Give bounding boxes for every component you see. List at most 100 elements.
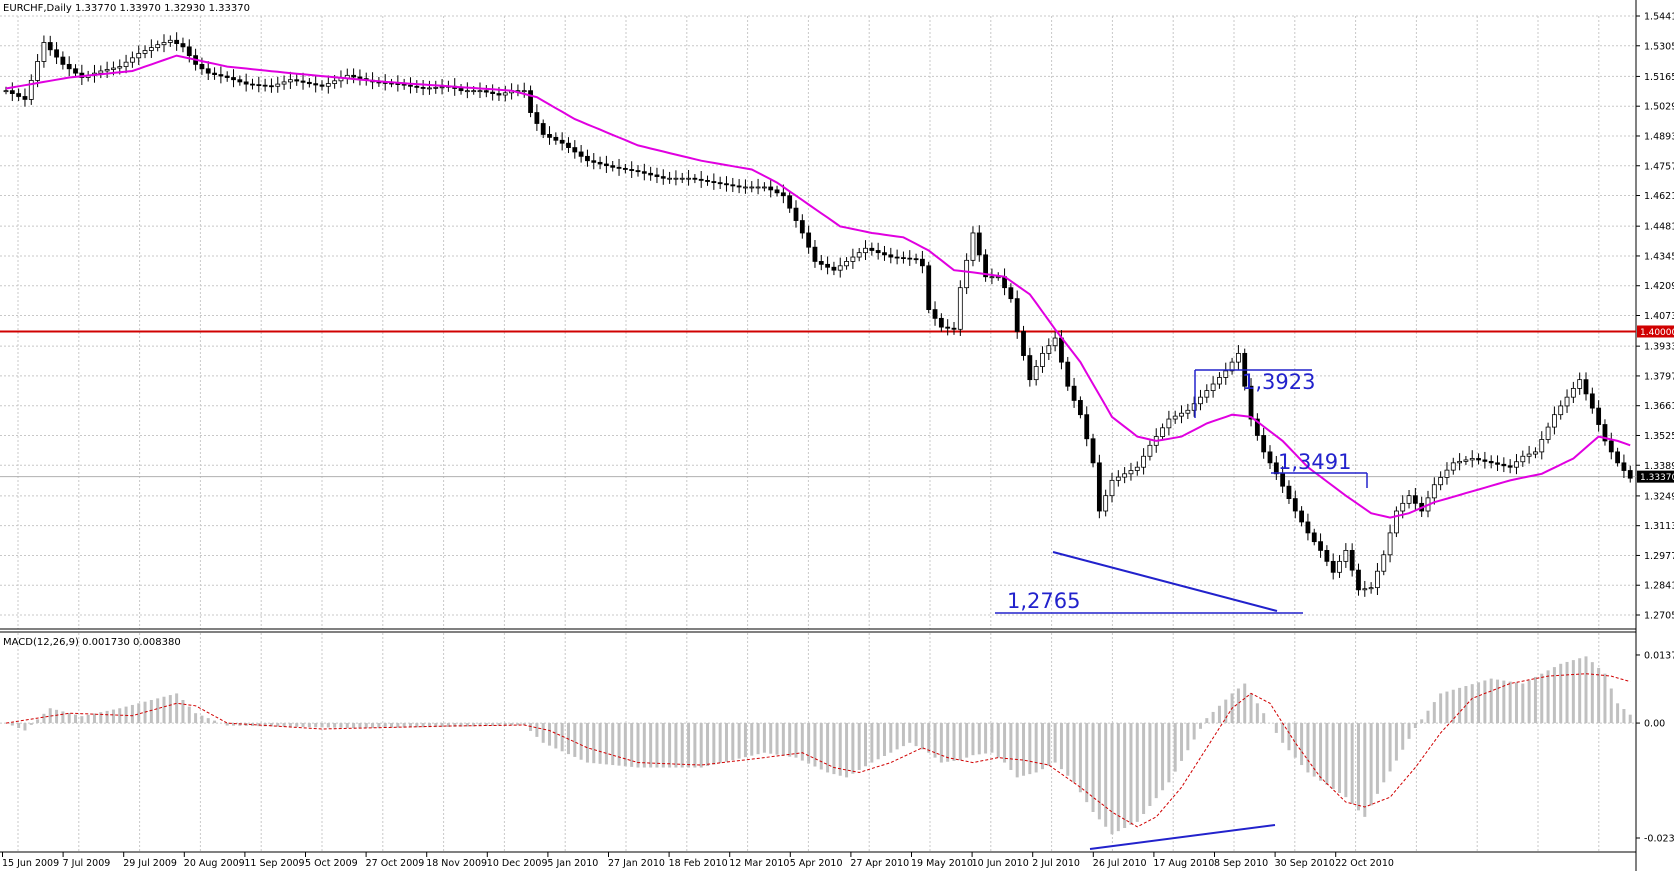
candle-body: [287, 79, 293, 83]
candle-body: [1356, 569, 1361, 591]
candle-body: [1248, 385, 1254, 420]
candle-body: [1299, 510, 1304, 523]
candle-body: [1495, 462, 1500, 465]
candle-body: [281, 81, 287, 85]
candle-body: [1166, 418, 1172, 429]
candle-body: [458, 88, 464, 92]
candle-body: [1217, 377, 1222, 385]
candlestick-series: [3, 32, 1633, 597]
time-tick-label: 27 Oct 2009: [366, 858, 425, 869]
candle-body: [875, 250, 881, 254]
candle-body: [212, 72, 217, 76]
candle-body: [1096, 462, 1102, 512]
candle-body: [793, 207, 799, 221]
macd-axis[interactable]: 0.013786 0.00 -0.02327: [1636, 650, 1674, 845]
level-price-tag[interactable]: [1637, 325, 1674, 338]
candle-body: [1141, 455, 1146, 468]
candle-body: [60, 56, 66, 65]
symbol-header: EURCHF,Daily 1.33770 1.33970 1.32930 1.3…: [3, 3, 250, 14]
candle-body: [496, 93, 502, 96]
candle-body: [957, 287, 963, 330]
candle-body: [616, 166, 622, 169]
candle-body: [351, 74, 357, 78]
candle-body: [471, 90, 477, 93]
price-divergence-trendline[interactable]: [1052, 551, 1278, 612]
candle-body: [9, 90, 15, 94]
candle-body: [604, 163, 609, 167]
candle-body: [1533, 451, 1538, 455]
candle-body: [1254, 418, 1260, 436]
candle-body: [1071, 385, 1077, 401]
time-axis[interactable]: 15 Jun 2009 7 Jul 2009 29 Jul 2009 20 Aug 2…: [2, 852, 1394, 869]
time-tick-label: 5 Apr 2010: [790, 858, 843, 869]
candle-body: [711, 181, 717, 184]
candle-body: [1052, 337, 1058, 347]
candle-body: [686, 177, 691, 180]
candle-body: [256, 84, 262, 87]
candle-body: [73, 68, 78, 74]
candle-body: [1520, 455, 1526, 463]
candle-body: [483, 90, 489, 93]
candle-body: [117, 66, 123, 69]
current-price-tag[interactable]: [1637, 470, 1674, 483]
candle-body: [174, 39, 180, 44]
candle-body: [1469, 458, 1475, 461]
candle-body: [1090, 438, 1096, 464]
candle-body: [1343, 550, 1349, 562]
macd-tick-label: 0.00: [1644, 719, 1665, 730]
candle-body: [622, 167, 628, 170]
candle-body: [1330, 560, 1336, 573]
time-tick-label: 22 Oct 2010: [1335, 858, 1394, 869]
candle-body: [47, 42, 53, 51]
candle-body: [705, 180, 710, 182]
price-tick-label: 1.28410: [1644, 581, 1674, 592]
candle-body: [41, 42, 47, 62]
level-price-tag-label: 1.40000: [1640, 328, 1674, 338]
candle-body: [477, 90, 483, 93]
candle-body: [22, 96, 28, 100]
candle-body: [269, 85, 274, 88]
candle-body: [964, 259, 970, 289]
candle-body: [1368, 587, 1374, 590]
price-tick-label: 1.27050: [1644, 611, 1674, 622]
candle-body: [901, 257, 906, 259]
candle-body: [1103, 495, 1109, 512]
candle-body: [1273, 462, 1279, 475]
candle-body: [180, 43, 186, 48]
high-level-label: 1,3923: [1242, 370, 1315, 394]
time-tick-label: 5 Oct 2009: [305, 858, 358, 869]
candle-body: [1021, 331, 1026, 356]
candle-body: [262, 84, 268, 87]
candle-body: [850, 256, 856, 262]
candle-body: [1552, 414, 1557, 428]
candle-body: [1033, 366, 1039, 381]
price-axis[interactable]: 1.54410 1.53050 1.51650 1.50290 1.48930 1.475…: [1636, 12, 1674, 622]
candle-body: [313, 83, 319, 86]
candle-body: [1204, 390, 1210, 398]
candle-body: [1444, 469, 1450, 478]
candle-body: [28, 80, 34, 100]
candle-body: [692, 177, 698, 180]
time-tick-label: 20 Aug 2009: [184, 858, 245, 869]
candle-body: [660, 176, 666, 179]
price-tick-label: 1.29770: [1644, 551, 1674, 562]
candle-body: [199, 63, 205, 70]
candle-body: [749, 186, 755, 189]
candle-body: [1608, 440, 1614, 453]
candle-body: [787, 195, 793, 209]
candle-body: [1223, 370, 1229, 378]
price-tick-label: 1.46210: [1644, 191, 1674, 202]
candle-body: [951, 327, 957, 330]
candle-body: [1292, 498, 1298, 512]
low-level-label: 1,2765: [1007, 589, 1080, 613]
candle-body: [572, 147, 578, 153]
candle-body: [1488, 460, 1494, 464]
annotation-layer[interactable]: 1,3923 1,3491 1,2765: [995, 369, 1368, 850]
macd-divergence-trendline[interactable]: [1089, 824, 1276, 850]
candle-body: [54, 49, 59, 58]
candle-body: [566, 142, 571, 148]
candle-body: [142, 50, 148, 54]
candle-body: [907, 257, 913, 260]
price-tick-label: 1.40730: [1644, 311, 1674, 322]
